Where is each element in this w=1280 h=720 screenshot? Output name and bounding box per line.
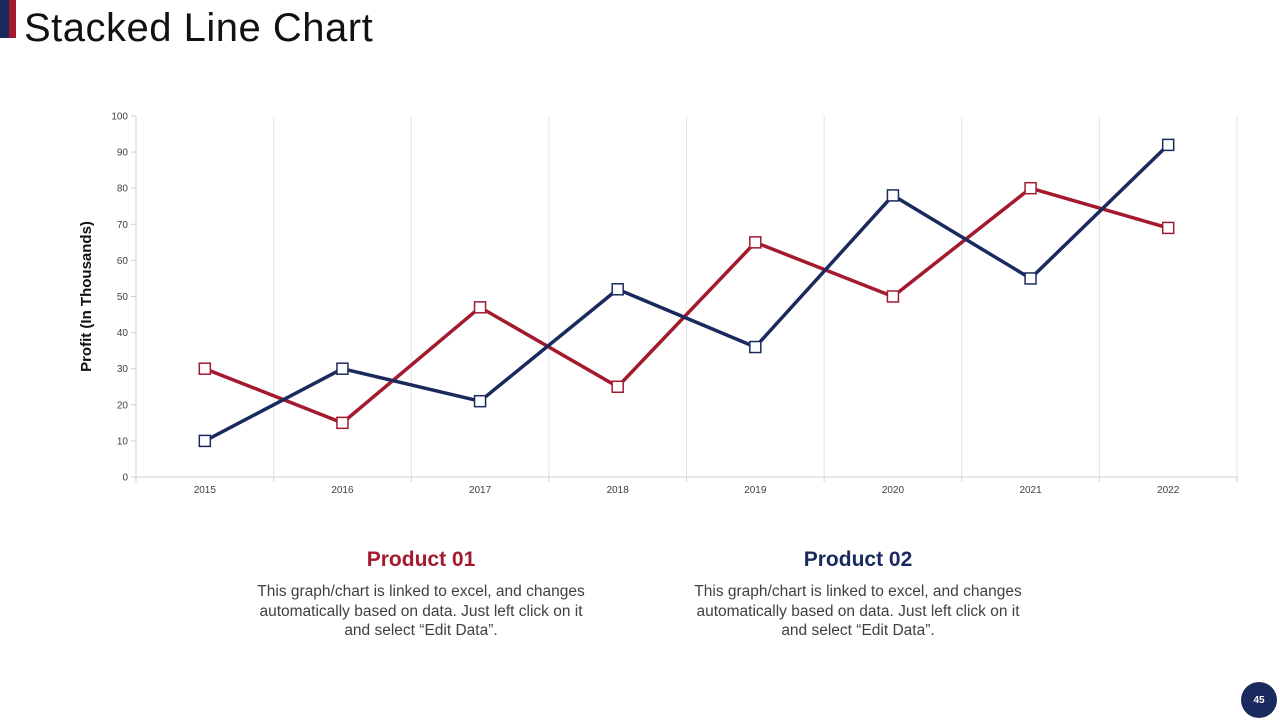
data-point-product-2 bbox=[198, 434, 212, 448]
y-tick-label: 80 bbox=[117, 184, 129, 195]
y-tick-label: 60 bbox=[117, 256, 129, 267]
x-tick-label: 2015 bbox=[194, 485, 217, 496]
data-point-product-1 bbox=[473, 301, 487, 314]
data-point-product-1 bbox=[749, 236, 762, 249]
data-point-product-2 bbox=[473, 394, 487, 408]
y-tick-label: 90 bbox=[117, 148, 129, 159]
product-2-title: Product 02 bbox=[803, 548, 913, 571]
product-2-description: This graph/chart is linked to excel, and… bbox=[694, 583, 1022, 639]
y-axis-title: Profit (In Thousands) bbox=[78, 221, 95, 372]
data-point-product-2 bbox=[749, 340, 762, 354]
data-point-product-1 bbox=[336, 416, 349, 430]
data-point-product-1 bbox=[611, 380, 624, 393]
y-tick-label: 40 bbox=[117, 328, 129, 339]
product-1-description: This graph/chart is linked to excel, and… bbox=[257, 583, 585, 639]
data-point-product-1 bbox=[198, 362, 212, 375]
x-tick-label: 2020 bbox=[882, 485, 905, 496]
data-point-product-1 bbox=[886, 290, 900, 303]
x-tick-label: 2017 bbox=[469, 485, 492, 496]
data-point-product-2 bbox=[611, 283, 624, 296]
data-point-product-2 bbox=[886, 189, 900, 202]
page-title: Stacked Line Chart bbox=[24, 6, 374, 50]
title-accent-bar bbox=[0, 0, 16, 38]
product-1-block: Product 01 This graph/chart is linked to… bbox=[251, 548, 591, 641]
series-line-product-2 bbox=[203, 143, 1170, 443]
series-line-product-1 bbox=[203, 186, 1170, 425]
x-tick-label: 2016 bbox=[331, 485, 354, 496]
line-chart[interactable]: 0 10 20 30 40 50 60 70 80 90 100 2015 2016 2017 2018 20… bbox=[0, 0, 1280, 530]
product-2-block: Product 02 This graph/chart is linked to… bbox=[688, 548, 1028, 641]
y-tick-label: 30 bbox=[117, 364, 129, 375]
data-point-product-2 bbox=[336, 362, 349, 375]
y-tick-label: 20 bbox=[117, 400, 129, 411]
y-tick-label: 50 bbox=[117, 292, 129, 303]
y-tick-label: 100 bbox=[111, 112, 128, 123]
y-tick-label: 70 bbox=[117, 220, 129, 231]
data-point-product-1 bbox=[1024, 181, 1037, 195]
y-tick-label: 10 bbox=[117, 436, 129, 447]
x-tick-label: 2022 bbox=[1157, 485, 1180, 496]
x-tick-label: 2018 bbox=[607, 485, 630, 496]
page-number-badge: 45 bbox=[1241, 682, 1277, 718]
x-tick-label: 2021 bbox=[1019, 485, 1042, 496]
data-point-product-2 bbox=[1024, 272, 1037, 285]
data-point-product-2 bbox=[1161, 138, 1175, 152]
y-tick-label: 0 bbox=[122, 473, 128, 484]
data-point-product-1 bbox=[1161, 221, 1175, 235]
x-tick-label: 2019 bbox=[744, 485, 767, 496]
product-1-title: Product 01 bbox=[366, 548, 476, 571]
